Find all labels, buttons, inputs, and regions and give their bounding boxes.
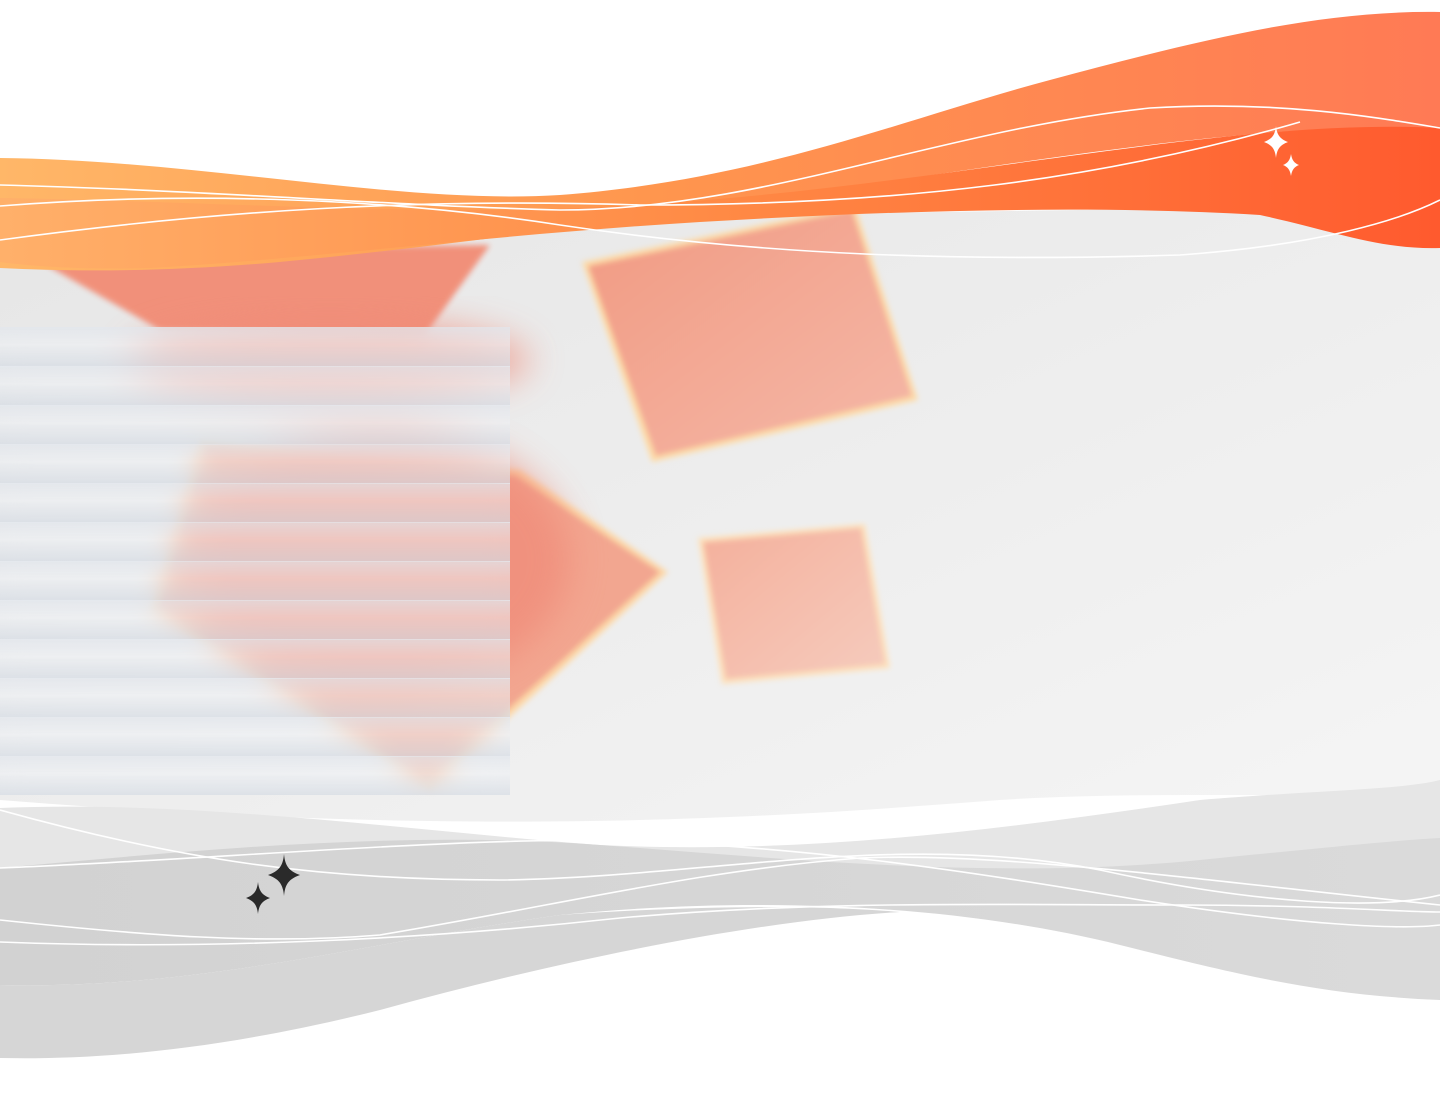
sparkle-icon (244, 854, 304, 916)
sparkle-icon (1262, 126, 1302, 178)
